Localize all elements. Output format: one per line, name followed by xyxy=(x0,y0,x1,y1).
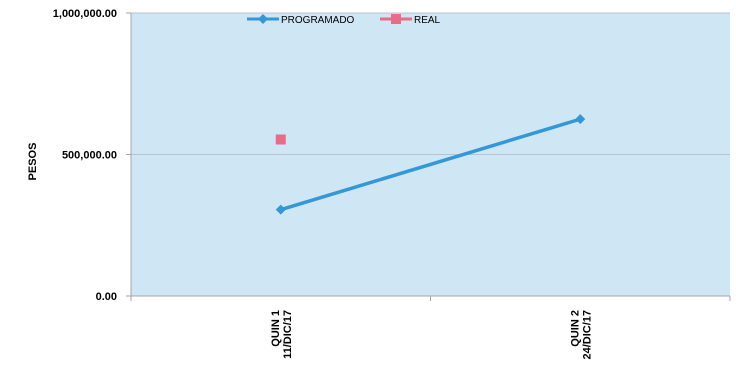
data-point-programado xyxy=(275,204,286,215)
gridlines xyxy=(131,12,730,155)
series-line-programado xyxy=(280,117,581,212)
x-tick-label-line: QUIN 1 xyxy=(270,310,282,347)
axes: 0.00 500,000.00 1,000,000.00 QUIN 1 11/DIC/1… xyxy=(53,8,731,360)
legend-item-real: REAL xyxy=(380,14,441,26)
y-tick-label: 500,000.00 xyxy=(62,150,117,162)
series xyxy=(275,114,586,215)
legend: PROGRAMADO REAL xyxy=(247,14,441,26)
x-tick-label: QUIN 2 24/DIC/17 xyxy=(569,310,593,360)
legend-swatch-marker xyxy=(391,14,401,24)
legend-swatch-marker xyxy=(258,14,268,24)
x-tick-label-line: 24/DIC/17 xyxy=(581,310,593,360)
x-tick-label: QUIN 1 11/DIC/17 xyxy=(270,310,294,359)
data-point-real xyxy=(275,134,286,145)
y-tick-label: 0.00 xyxy=(96,291,117,303)
x-tick-label-line: QUIN 2 xyxy=(569,310,581,347)
y-tick-label: 1,000,000.00 xyxy=(53,8,117,20)
y-axis-label: PESOS xyxy=(27,143,39,181)
legend-label: PROGRAMADO xyxy=(281,15,355,26)
data-point-programado xyxy=(575,114,586,125)
legend-label: REAL xyxy=(414,15,441,26)
x-tick-label-line: 11/DIC/17 xyxy=(282,310,294,359)
legend-item-programado: PROGRAMADO xyxy=(247,14,355,26)
